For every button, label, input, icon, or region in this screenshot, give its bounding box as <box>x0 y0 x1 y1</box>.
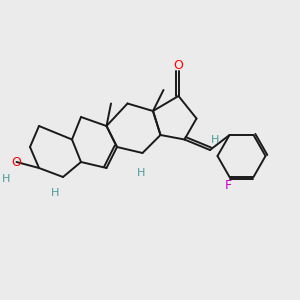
Text: O: O <box>12 155 21 169</box>
Text: O: O <box>174 58 183 72</box>
Text: H: H <box>2 173 10 184</box>
Text: H: H <box>137 167 145 178</box>
Text: H: H <box>211 135 220 146</box>
Text: H: H <box>51 188 60 199</box>
Text: F: F <box>224 179 232 192</box>
